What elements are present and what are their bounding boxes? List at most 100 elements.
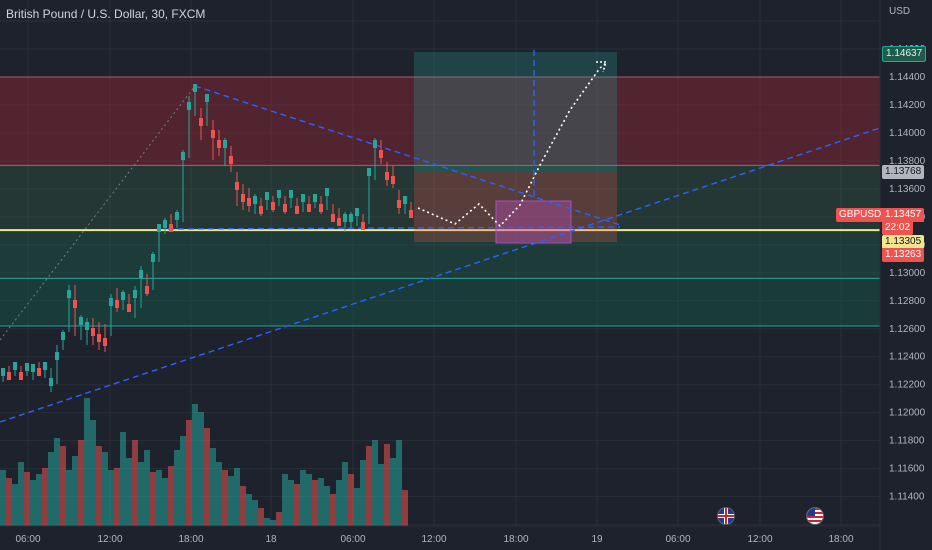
volume-bar <box>354 488 360 526</box>
volume-bar <box>246 494 252 526</box>
candle-body <box>61 332 65 340</box>
candle-body <box>67 290 71 298</box>
us-flag-icon[interactable] <box>806 507 824 525</box>
price-tick-label: 1.11400 <box>889 492 925 503</box>
volume-bar <box>372 440 378 526</box>
candle-body <box>361 222 365 230</box>
price-tick-label: 1.12600 <box>889 324 926 335</box>
candle-body <box>85 322 89 330</box>
zone-mid <box>0 165 880 231</box>
time-tick-label: 19 <box>591 534 603 545</box>
volume-bar <box>78 440 84 526</box>
volume-bar <box>6 478 12 526</box>
price-tick-label: 1.12400 <box>889 352 926 363</box>
volume-bar <box>120 432 126 526</box>
uk-flag-icon[interactable] <box>717 507 735 525</box>
volume-bar <box>84 398 90 526</box>
chart-title: British Pound / U.S. Dollar, 30, FXCM <box>6 7 206 21</box>
price-tick-label: 1.12000 <box>889 408 926 419</box>
entry-zone-box <box>495 200 572 244</box>
price-axis <box>880 0 932 550</box>
candle-body <box>265 192 269 200</box>
target-price-tag: 1.14637 <box>882 46 927 62</box>
time-tick-label: 06:00 <box>340 534 365 545</box>
candle-body <box>133 290 137 298</box>
us-flag-graphic <box>807 508 823 522</box>
volume-bar <box>12 484 18 526</box>
zone-resistance <box>0 76 880 166</box>
candle-body <box>163 220 167 228</box>
candle-body <box>409 210 413 218</box>
lower-level-tag: 1.13263 <box>882 248 925 262</box>
candle-body <box>397 200 401 208</box>
candle-body <box>355 208 359 216</box>
candle-body <box>139 270 143 278</box>
volume-bar <box>168 466 174 526</box>
countdown-tag: 22:02 <box>882 221 914 235</box>
volume-bar <box>156 470 162 526</box>
volume-bar <box>126 458 132 526</box>
volume-bar <box>114 468 120 526</box>
time-tick-label: 06:00 <box>665 534 690 545</box>
volume-bar <box>30 480 36 526</box>
candle-body <box>43 362 47 370</box>
candle-body <box>229 156 233 164</box>
volume-bar <box>390 458 396 526</box>
time-tick-label: 12:00 <box>421 534 446 545</box>
candle-body <box>145 286 149 294</box>
candle-body <box>331 214 335 222</box>
candle-body <box>367 168 371 176</box>
volume-bar <box>36 474 42 526</box>
candle-body <box>373 140 377 148</box>
candle-body <box>247 198 251 206</box>
volume-bar <box>282 474 288 526</box>
candle-body <box>199 118 203 126</box>
volume-bar <box>234 468 240 526</box>
volume-bar <box>180 436 186 526</box>
candle-body <box>271 202 275 210</box>
volume-bar <box>252 500 258 526</box>
candle-body <box>181 152 185 160</box>
candle-body <box>211 130 215 138</box>
candle-body <box>169 224 173 232</box>
candle-body <box>289 190 293 198</box>
volume-bar <box>72 456 78 526</box>
price-tick-label: 1.12800 <box>889 296 926 307</box>
volume-bar <box>198 412 204 526</box>
projection-path <box>417 62 607 228</box>
candle-body <box>307 204 311 212</box>
price-tick-label: 1.14400 <box>889 72 926 83</box>
candle-body <box>187 102 191 110</box>
volume-bar <box>210 448 216 526</box>
rising-trendline <box>0 127 881 423</box>
volume-bar <box>96 446 102 526</box>
candle-body <box>295 206 299 214</box>
volume-bar <box>336 480 342 526</box>
volume-bar <box>384 444 390 526</box>
candle-body <box>79 317 83 325</box>
volume-bar <box>54 438 60 526</box>
volume-bar <box>0 470 6 526</box>
volume-bar <box>360 460 366 526</box>
candle-body <box>205 94 209 102</box>
volume-bar <box>162 478 168 526</box>
candle-body <box>283 204 287 212</box>
volume-bar <box>216 462 222 526</box>
candle-body <box>325 188 329 196</box>
candle-body <box>13 362 17 370</box>
candle-body <box>37 368 41 376</box>
volume-bar <box>42 468 48 526</box>
candle-body <box>259 206 263 214</box>
falling-trendline <box>194 85 621 226</box>
candle-body <box>379 150 383 158</box>
time-axis <box>0 526 932 550</box>
volume-bar <box>228 476 234 526</box>
volume-bar <box>318 478 324 526</box>
upper-level-tag: 1.13768 <box>882 165 925 179</box>
volume-bar <box>192 404 198 526</box>
candle-body <box>103 338 107 346</box>
stop-box <box>414 172 617 242</box>
candle-body <box>277 190 281 198</box>
